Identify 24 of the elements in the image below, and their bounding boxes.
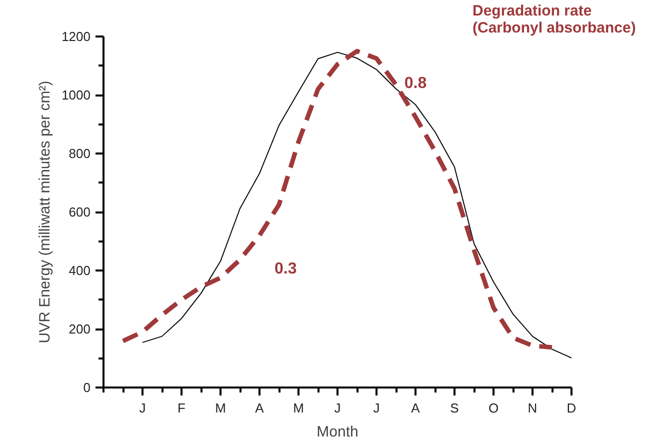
x-axis-title: Month [316, 424, 358, 440]
y-tick-label: 600 [68, 204, 91, 220]
annotation: 0.8 [404, 74, 427, 92]
x-tick-label: J [139, 400, 146, 416]
y-tick-label: 1000 [62, 88, 90, 102]
x-tick-label: J [373, 400, 380, 416]
y-axis-title: UVR Energy (milliwatt minutes per cm²) [36, 80, 54, 344]
annotation: 0.3 [274, 260, 297, 278]
x-tick-label: A [255, 400, 264, 416]
x-tick-label: F [178, 400, 186, 416]
x-tick-label: S [450, 400, 460, 416]
y-tick-label: 200 [68, 322, 91, 336]
x-tick-label: N [528, 400, 538, 416]
text: Degradation rate (Carbonyl absorbance) [472, 2, 636, 36]
x-tick-label: D [566, 400, 576, 416]
x-tick-label: A [411, 400, 420, 416]
y-tick-label: 800 [68, 146, 91, 161]
y-tick-label: 1200 [62, 29, 90, 44]
x-tick-label: J [334, 400, 341, 416]
y-tick-label: 0 [83, 380, 91, 395]
x-tick-label: M [215, 400, 226, 416]
x-tick-label: M [293, 400, 304, 416]
x-tick-label: O [488, 400, 499, 416]
y-tick-label: 400 [68, 263, 91, 278]
